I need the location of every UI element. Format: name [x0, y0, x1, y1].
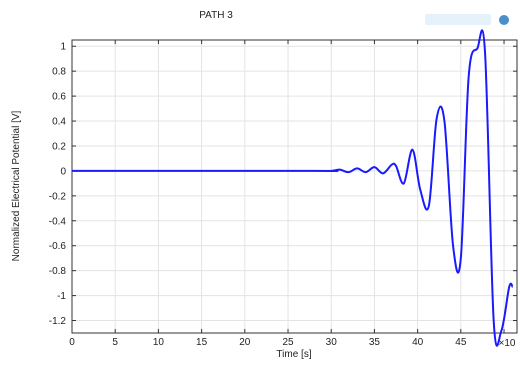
x-tick-label: 10	[153, 337, 165, 348]
x-tick-label: 45	[455, 337, 467, 348]
x-tick-label: 40	[412, 337, 424, 348]
x-tick-label: 15	[196, 337, 208, 348]
series-line	[72, 29, 514, 347]
x-tick-label: 5	[112, 337, 118, 348]
y-tick-label: 0.4	[52, 117, 66, 128]
x-tick-label: 20	[239, 337, 251, 348]
x-axis-multiplier: ×10	[499, 338, 516, 349]
y-tick-label: 0.2	[52, 141, 66, 152]
x-axis-label: Time [s]	[276, 349, 311, 360]
y-axis: 1 0.8 0.6 0.4 0.2 0 -0.2 -0.4 -0.6 -0.8 -1 -1.2	[49, 42, 517, 327]
y-tick-label: -1.2	[49, 316, 67, 327]
y-tick-label: 0	[60, 166, 66, 177]
y-axis-label: Normalized Electrical Potential [V]	[11, 110, 22, 261]
y-tick-label: -0.2	[49, 191, 67, 202]
y-tick-label: -0.6	[49, 241, 67, 252]
chart-title: PATH 3	[199, 10, 233, 21]
x-tick-label: 0	[69, 337, 75, 348]
y-tick-label: -1	[57, 291, 66, 302]
y-tick-label: 0.6	[52, 92, 66, 103]
x-tick-label: 25	[282, 337, 294, 348]
toolbar-strip	[425, 14, 491, 25]
x-tick-label: 35	[369, 337, 381, 348]
plot-frame	[71, 39, 518, 334]
x-tick-label: 30	[326, 337, 338, 348]
y-tick-label: -0.4	[49, 216, 67, 227]
y-tick-label: 0.8	[52, 67, 66, 78]
y-tick-label: 1	[60, 42, 66, 53]
globe-icon	[499, 15, 509, 25]
y-tick-label: -0.8	[49, 266, 67, 277]
x-axis: 0 5 10 15 20 25 30 35 40 45	[69, 40, 505, 348]
grid	[71, 40, 517, 333]
